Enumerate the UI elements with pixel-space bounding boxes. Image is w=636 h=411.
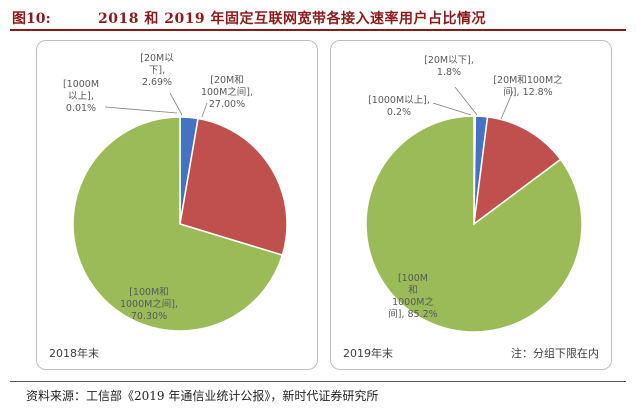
pie-chart-2019: [1000M以上], 0.2% [20M以下], 1.8% [20M和100M之间], … xyxy=(365,55,583,333)
leader-line xyxy=(454,86,478,116)
slice-data-label: [20M和 100M之间], 27.00% xyxy=(201,75,253,110)
pie-slice xyxy=(179,117,288,257)
figure-title: 2018 和 2019 年固定互联网宽带各接入速率用户占比情况 xyxy=(98,11,487,27)
leader-line xyxy=(201,102,208,118)
leader-line xyxy=(432,102,472,116)
leader-line xyxy=(169,92,183,116)
slice-data-label: [20M以下], 2.69% xyxy=(140,53,174,88)
panel-year-label: 2019年末 xyxy=(343,347,393,360)
panel-note: 注：分组下限在内 xyxy=(511,347,599,360)
slice-data-label: [1000M以上], 0.2% xyxy=(368,95,430,118)
figure-number: 图10: xyxy=(12,11,51,27)
pie-slice xyxy=(72,116,284,332)
leader-line xyxy=(104,106,178,114)
source-note: 资料来源：工信部《2019 年通信业统计公报》，新时代证券研究所 xyxy=(26,389,379,403)
slice-data-label: [20M和100M之间], 12.8% xyxy=(493,74,563,98)
footer-rule xyxy=(10,381,626,382)
pie-panel-2018: [1000M 以上], 0.01% [20M以下], 2.69% [20M和 100M之间]… xyxy=(36,40,318,370)
pie-chart-2018: [1000M 以上], 0.01% [20M以下], 2.69% [20M和 100M之间]… xyxy=(63,53,288,332)
pie-slice xyxy=(365,115,583,333)
leader-line xyxy=(500,90,514,120)
panel-year-label: 2018年末 xyxy=(49,347,99,360)
header-rule xyxy=(10,29,626,31)
slice-data-label: [100M 和 1000M之间], 85.2% xyxy=(388,273,437,320)
slice-data-label: [1000M 以上], 0.01% xyxy=(63,79,99,114)
slice-data-label: [20M以下], 1.8% xyxy=(424,55,474,78)
pie-slice xyxy=(473,116,562,226)
slice-data-label: [100M和 1000M之间], 70.30% xyxy=(120,287,178,322)
figure-header: 图10: 2018 和 2019 年固定互联网宽带各接入速率用户占比情况 xyxy=(10,6,626,28)
pie-panel-2019: [1000M以上], 0.2% [20M以下], 1.8% [20M和100M之间], … xyxy=(330,40,612,370)
